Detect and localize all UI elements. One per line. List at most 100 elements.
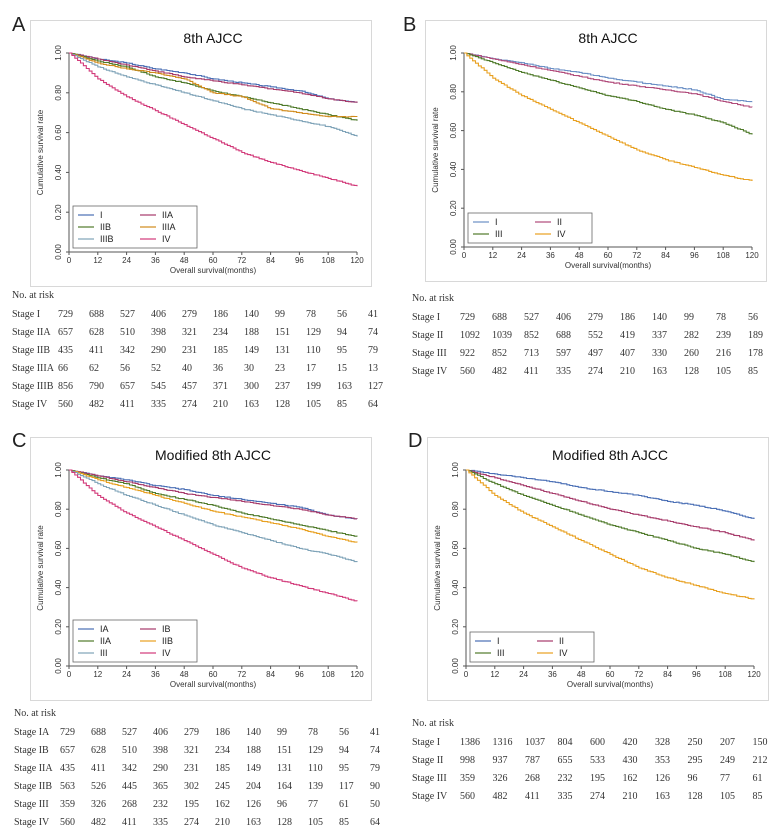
legend-box xyxy=(469,631,595,663)
risk-count: 178 xyxy=(748,348,763,359)
survival-curve xyxy=(69,469,358,520)
risk-count: 998 xyxy=(460,755,475,766)
x-tick-label: 120 xyxy=(745,251,759,260)
legend-label: IV xyxy=(559,648,568,658)
risk-count: 353 xyxy=(655,755,670,766)
risk-count: 335 xyxy=(151,399,166,410)
legend-label: III xyxy=(100,648,108,658)
risk-row-label: Stage IIA xyxy=(12,327,51,338)
risk-count: 17 xyxy=(306,363,316,374)
risk-row-label: Stage IA xyxy=(14,727,50,738)
risk-count: 321 xyxy=(184,745,199,756)
risk-count: 657 xyxy=(60,745,75,756)
legend-label: IV xyxy=(557,229,566,239)
risk-row: Stage IB 657 628 510 398 321 234 188 151 129 94 74 xyxy=(14,745,411,763)
risk-count: 99 xyxy=(277,727,287,738)
risk-count: 126 xyxy=(246,799,261,810)
risk-count: 105 xyxy=(720,791,735,802)
legend-label: I xyxy=(497,636,500,646)
risk-row: Stage IA 729 688 527 406 279 186 140 99 78 56 41 xyxy=(14,727,411,745)
risk-count: 56 xyxy=(120,363,130,374)
chart-title: Modified 8th AJCC xyxy=(552,447,668,463)
risk-count: 326 xyxy=(492,773,508,784)
y-tick-label: 1.00 xyxy=(451,462,460,478)
risk-count: 131 xyxy=(277,763,292,774)
x-tick-label: 108 xyxy=(322,670,336,679)
risk-count: 234 xyxy=(213,327,228,338)
survival-curve xyxy=(464,52,753,135)
legend-label: IIB xyxy=(100,222,111,232)
x-tick-label: 96 xyxy=(692,670,701,679)
risk-row-label: Stage IV xyxy=(412,791,448,802)
risk-count: 79 xyxy=(370,763,380,774)
risk-count: 274 xyxy=(588,366,603,377)
x-tick-label: 0 xyxy=(462,251,467,260)
risk-count: 445 xyxy=(122,781,137,792)
km-svg: Modified 8th AJCC 0 12 24 36 48 60 72 84 96 108 120… xyxy=(433,447,761,689)
km-plot-d: Modified 8th AJCC 0 12 24 36 48 60 72 84 96 108 120… xyxy=(427,437,769,701)
legend-label: II xyxy=(557,217,562,227)
risk-count: 274 xyxy=(184,817,199,828)
x-tick-label: 60 xyxy=(606,670,615,679)
risk-count: 52 xyxy=(151,363,161,374)
y-tick-label: 0.40 xyxy=(54,164,63,180)
risk-count: 274 xyxy=(590,791,605,802)
risk-count: 105 xyxy=(306,399,321,410)
risk-count: 96 xyxy=(687,773,698,784)
risk-count: 510 xyxy=(122,745,137,756)
risk-row: Stage IIA 657 628 510 398 321 234 188 151 129 94 74 xyxy=(12,327,409,345)
risk-count: 419 xyxy=(620,330,635,341)
risk-count: 50 xyxy=(370,799,380,810)
risk-count: 110 xyxy=(308,763,323,774)
x-axis-label: Overall survival(months) xyxy=(567,680,654,689)
risk-count: 342 xyxy=(122,763,137,774)
x-tick-label: 48 xyxy=(180,670,189,679)
survival-curve xyxy=(69,52,358,118)
risk-count: 74 xyxy=(370,745,380,756)
risk-count: 482 xyxy=(492,366,507,377)
risk-count: 105 xyxy=(308,817,323,828)
x-tick-label: 96 xyxy=(295,670,304,679)
risk-count: 140 xyxy=(652,312,667,323)
risk-count: 232 xyxy=(153,799,168,810)
risk-count: 41 xyxy=(370,727,380,738)
legend-label: IIIB xyxy=(100,234,114,244)
risk-count: 64 xyxy=(368,399,378,410)
risk-count: 140 xyxy=(246,727,261,738)
risk-count: 326 xyxy=(91,799,106,810)
risk-count: 560 xyxy=(460,366,475,377)
risk-count: 563 xyxy=(60,781,75,792)
legend-label: I xyxy=(100,210,103,220)
legend-label: III xyxy=(495,229,503,239)
x-tick-label: 24 xyxy=(517,251,526,260)
risk-count: 195 xyxy=(590,773,605,784)
risk-count: 237 xyxy=(275,381,290,392)
panel-letter-a: A xyxy=(12,14,26,36)
risk-count: 365 xyxy=(153,781,168,792)
legend-label: III xyxy=(497,648,505,658)
risk-count: 359 xyxy=(460,773,475,784)
risk-count: 852 xyxy=(492,348,507,359)
risk-count: 95 xyxy=(339,763,349,774)
risk-count: 430 xyxy=(622,755,638,766)
risk-count: 131 xyxy=(275,345,290,356)
legend-label: IIA xyxy=(162,210,173,220)
risk-count: 527 xyxy=(524,312,539,323)
legend-label: IV xyxy=(162,648,171,658)
risk-row: Stage III9228527135974974073302602161781… xyxy=(412,348,780,366)
x-tick-label: 84 xyxy=(266,256,275,265)
risk-count: 163 xyxy=(246,817,261,828)
risk-count: 231 xyxy=(182,345,197,356)
risk-count: 411 xyxy=(91,763,106,774)
risk-row-label: Stage II xyxy=(412,755,444,766)
risk-count: 328 xyxy=(655,737,670,748)
risk-count: 274 xyxy=(182,399,197,410)
x-tick-label: 108 xyxy=(717,251,731,260)
risk-count: 406 xyxy=(153,727,168,738)
risk-count: 151 xyxy=(277,745,292,756)
risk-count: 77 xyxy=(720,773,730,784)
x-tick-label: 36 xyxy=(151,256,160,265)
